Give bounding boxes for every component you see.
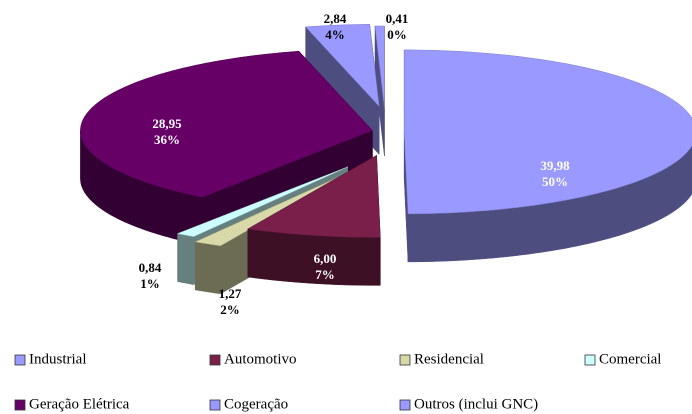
value-label: 1,27: [219, 286, 242, 301]
percent-label: 50%: [542, 174, 568, 189]
percent-label: 36%: [154, 132, 180, 147]
slice-top: [194, 171, 350, 247]
slice-top: [374, 25, 385, 109]
legend-swatch: [14, 399, 26, 411]
slice-wall: [194, 241, 221, 295]
slice-top: [305, 24, 380, 108]
slice-top: [176, 166, 348, 237]
legend-swatch: [209, 399, 221, 411]
slice-top: [80, 50, 373, 198]
legend-label: Outros (inclui GNC): [414, 396, 538, 412]
value-label: 39,98: [540, 158, 570, 173]
percent-label: 1%: [140, 276, 160, 291]
legend-swatch: [14, 354, 26, 366]
slice: [247, 154, 381, 286]
slice: [374, 25, 385, 157]
percent-label: 4%: [325, 27, 345, 42]
legend-swatch: [584, 354, 596, 366]
slice-top: [247, 154, 381, 238]
legend-label: Cogeração: [224, 396, 288, 412]
percent-label: 7%: [315, 267, 335, 282]
slice: [403, 49, 692, 263]
legend-swatch: [399, 399, 411, 411]
legend-label: Residencial: [414, 351, 484, 367]
legend-label: Industrial: [29, 351, 87, 367]
value-label: 0,84: [139, 260, 162, 275]
percent-label: 2%: [220, 302, 240, 317]
percent-label: 0%: [387, 27, 407, 42]
value-label: 6,00: [314, 251, 337, 266]
legend-label: Comercial: [599, 351, 661, 367]
value-label: 2,84: [324, 11, 347, 26]
slice-top: [403, 49, 692, 215]
legend-swatch: [209, 354, 221, 366]
value-label: 0,41: [386, 11, 409, 26]
legend-label: Geração Elétrica: [29, 396, 130, 412]
value-label: 28,95: [152, 116, 182, 131]
legend-label: Automotivo: [224, 351, 297, 367]
legend-swatch: [399, 354, 411, 366]
slice-wall: [177, 233, 194, 285]
